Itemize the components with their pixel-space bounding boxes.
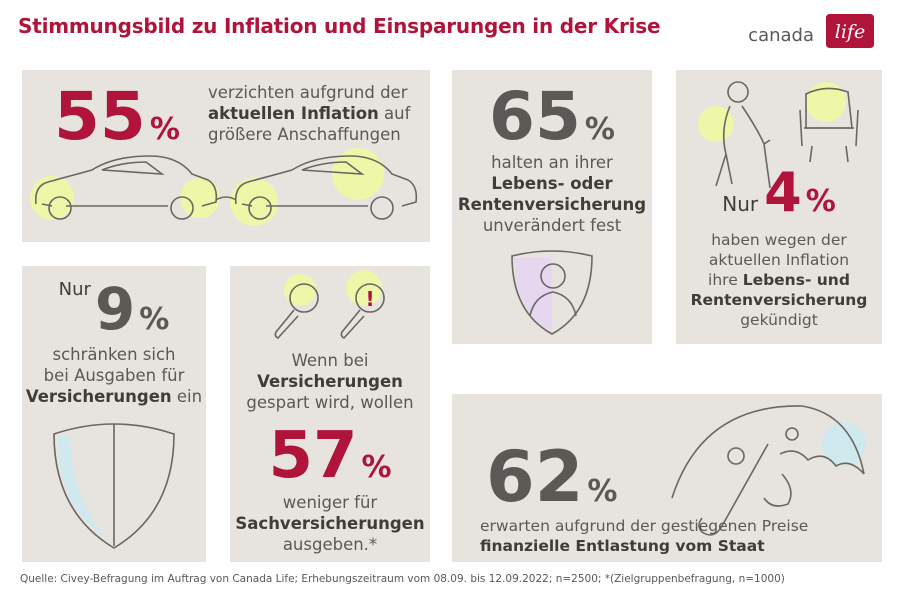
card-65-percent: 65% halten an ihrer Lebens- oder Rentenv…	[452, 70, 652, 344]
stat-9-value: Nur9%	[22, 279, 206, 338]
stat-4-unit: %	[805, 184, 836, 219]
stat-57-unit: %	[361, 450, 392, 485]
stat-9-line3-bold: Versicherungen	[25, 387, 172, 406]
stat-9-text: schränken sich bei Ausgaben für Versiche…	[22, 344, 206, 407]
stat-57-line5: Sachversicherungen	[235, 514, 425, 533]
card-55-percent: 55% verzichten aufgrund der aktuellen In…	[22, 70, 430, 242]
stat-57-text-bottom: weniger für Sachversicherungen ausgeben.…	[230, 492, 430, 555]
stat-9-line2: bei Ausgaben für	[43, 366, 185, 385]
stat-9-unit: %	[139, 302, 170, 337]
source-footnote: Quelle: Civey-Befragung im Auftrag von C…	[20, 573, 785, 585]
life-logo-icon: life	[826, 14, 874, 48]
stat-57-number: 57	[268, 419, 358, 493]
card-9-percent: Nur9% schränken sich bei Ausgaben für Ve…	[22, 266, 206, 562]
stat-55-unit: %	[149, 112, 180, 147]
stat-57-line1: Wenn bei	[291, 351, 369, 370]
stat-62-line1: erwarten aufgrund der gestiegenen Preise	[480, 517, 809, 535]
stat-57-line6: ausgeben.*	[282, 535, 378, 554]
stat-4-line5: gekündigt	[740, 311, 818, 329]
stat-9-line3-rest: ein	[171, 387, 203, 406]
stat-55-value: 55%	[54, 84, 180, 150]
elderly-armchair-icon	[698, 81, 859, 189]
stat-4-number: 4	[764, 161, 802, 224]
stat-62-number: 62	[486, 436, 584, 518]
stat-55-line2-rest: auf	[378, 104, 411, 123]
stat-65-text: halten an ihrer Lebens- oder Rentenversi…	[452, 152, 652, 236]
stat-65-line3: Rentenversicherung	[457, 195, 647, 214]
stat-9-line1: schränken sich	[52, 345, 176, 364]
magnifier-icon: !	[274, 270, 385, 339]
stat-55-line2: aktuellen Inflation auf	[208, 103, 410, 124]
stat-57-line4: weniger für	[282, 493, 378, 512]
umbrella-icon	[671, 405, 866, 536]
stat-65-line1: halten an ihrer	[491, 153, 613, 172]
stat-62-value: 62%	[486, 442, 617, 512]
stat-4-prefix: Nur	[722, 192, 759, 216]
stat-4-line1: haben wegen der	[711, 231, 847, 249]
shield-person-icon	[511, 250, 593, 335]
stat-62-text: erwarten aufgrund der gestiegenen Preise…	[480, 516, 808, 556]
stat-9-prefix: Nur	[58, 279, 91, 300]
stat-4-line4: Rentenversicherung	[690, 291, 868, 309]
stat-57-text-top: Wenn bei Versicherungen gespart wird, wo…	[230, 350, 430, 413]
stat-65-line2: Lebens- oder	[491, 174, 613, 193]
stat-55-line3: größere Anschaffungen	[208, 125, 401, 144]
stat-55-number: 55	[54, 78, 146, 155]
stat-4-line3-bold: Lebens- und	[742, 271, 850, 289]
stat-55-line1: verzichten aufgrund der	[208, 83, 408, 102]
card-62-percent: 62% erwarten aufgrund der gestiegenen Pr…	[452, 394, 882, 562]
stat-57-line2: Versicherungen	[257, 372, 403, 391]
stat-55-line2-bold: aktuellen Inflation	[208, 104, 379, 123]
stat-4-line2: aktuellen Inflation	[708, 251, 850, 269]
svg-text:!: !	[365, 287, 374, 311]
stat-57-value: 57%	[230, 424, 430, 488]
stat-65-unit: %	[584, 112, 615, 147]
stat-4-text: haben wegen der aktuellen Inflation ihre…	[676, 230, 882, 330]
stat-57-line3: gespart wird, wollen	[246, 393, 414, 412]
stat-55-text: verzichten aufgrund der aktuellen Inflat…	[208, 82, 410, 145]
logo-text: canada	[748, 25, 814, 46]
page-title: Stimmungsbild zu Inflation und Einsparun…	[18, 14, 661, 38]
stat-62-unit: %	[587, 474, 618, 509]
svg-text:life: life	[835, 21, 865, 43]
card-57-percent: ! Wenn bei Versicherungen gespart wird, …	[230, 266, 430, 562]
shield-icon	[53, 423, 175, 549]
stat-9-number: 9	[94, 275, 136, 343]
stat-4-value: Nur 4%	[676, 166, 882, 220]
stat-65-value: 65%	[452, 84, 652, 150]
card-4-percent: Nur 4% haben wegen der aktuellen Inflatio…	[676, 70, 882, 344]
stat-65-number: 65	[489, 78, 581, 155]
stat-4-line3-rest: ihre	[708, 271, 743, 289]
stat-65-line4: unverändert fest	[482, 216, 622, 235]
stat-62-line2: finanzielle Entlastung vom Staat	[480, 537, 765, 555]
cars-icon	[30, 148, 418, 226]
